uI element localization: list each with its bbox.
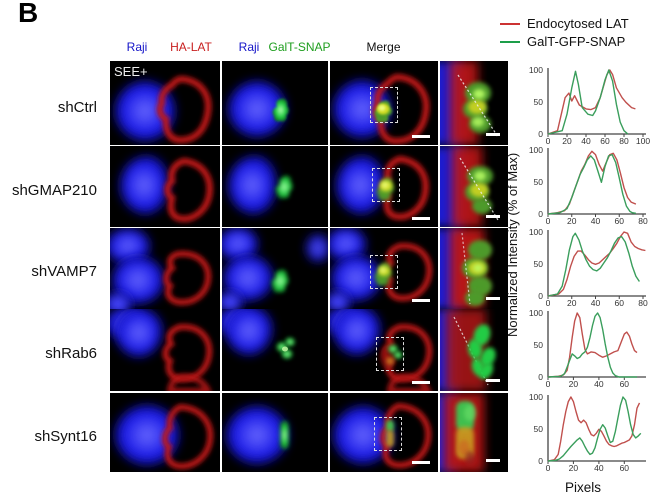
svg-text:50: 50 [534,340,544,350]
svg-text:60: 60 [600,136,610,144]
svg-text:20: 20 [567,298,577,308]
svg-text:20: 20 [569,379,579,389]
svg-text:40: 40 [591,216,601,226]
svg-text:0: 0 [538,291,543,301]
svg-text:60: 60 [615,298,625,308]
svg-text:40: 40 [581,136,591,144]
svg-text:20: 20 [562,136,572,144]
svg-text:100: 100 [529,309,543,318]
svg-text:0: 0 [546,136,551,144]
svg-text:80: 80 [638,216,648,226]
svg-text:40: 40 [594,379,604,389]
svg-text:0: 0 [538,129,543,139]
svg-text:80: 80 [638,298,648,308]
svg-text:80: 80 [619,136,629,144]
svg-text:100: 100 [529,393,543,402]
svg-text:60: 60 [615,216,625,226]
svg-text:20: 20 [567,216,577,226]
svg-text:60: 60 [620,463,630,472]
svg-text:100: 100 [636,136,650,144]
svg-text:50: 50 [534,97,544,107]
svg-text:0: 0 [546,216,551,226]
svg-text:50: 50 [534,424,544,434]
svg-text:0: 0 [538,209,543,219]
svg-text:100: 100 [529,228,543,237]
svg-text:0: 0 [546,379,551,389]
svg-text:100: 100 [529,66,543,75]
svg-text:60: 60 [620,379,630,389]
svg-text:40: 40 [594,463,604,472]
svg-text:0: 0 [546,463,551,472]
svg-text:100: 100 [529,146,543,155]
svg-text:40: 40 [591,298,601,308]
svg-text:50: 50 [534,177,544,187]
svg-text:0: 0 [538,372,543,382]
svg-text:50: 50 [534,259,544,269]
svg-text:0: 0 [538,456,543,466]
svg-text:0: 0 [546,298,551,308]
svg-text:20: 20 [569,463,579,472]
